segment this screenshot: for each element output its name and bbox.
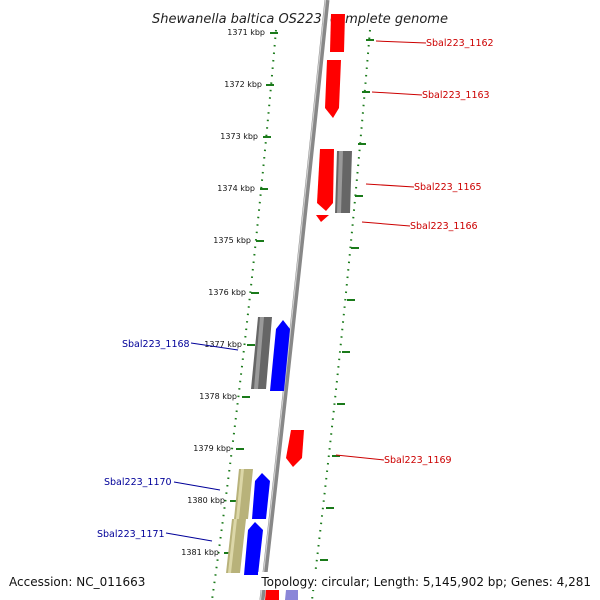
gene-arrow-sbal223-1166[interactable] <box>316 215 329 222</box>
topology-text: Topology: circular; Length: 5,145,902 bp… <box>260 575 591 589</box>
kbp-label-1371: 1371 kbp <box>227 28 265 37</box>
kbp-label-1377: 1377 kbp <box>204 340 242 349</box>
outer-ruler-track <box>311 29 371 600</box>
genome-backbone <box>259 0 330 600</box>
kbp-label-1373: 1373 kbp <box>220 132 258 141</box>
kbp-label-1374: 1374 kbp <box>217 184 255 193</box>
gene-label-sbal223-1166[interactable]: Sbal223_1166 <box>410 221 478 232</box>
label-leader-lines <box>165 40 427 542</box>
genome-title: Shewanella baltica OS223, complete genom… <box>152 12 448 27</box>
inner-ruler-track <box>211 29 277 600</box>
kbp-label-1380: 1380 kbp <box>187 496 225 505</box>
gene-label-sbal223-1169[interactable]: Sbal223_1169 <box>384 455 452 466</box>
gene-arrow-sbal223-1163[interactable] <box>325 60 341 118</box>
feature-tan-highlight <box>236 469 244 519</box>
gene-arrow-sbal223-1170[interactable] <box>252 473 270 519</box>
kbp-label-1381: 1381 kbp <box>181 548 219 557</box>
other-features <box>251 151 352 389</box>
rna-features <box>226 469 253 573</box>
kbp-label-1372: 1372 kbp <box>224 80 262 89</box>
gene-label-sbal223-1170[interactable]: Sbal223_1170 <box>104 477 172 488</box>
forward-strand-features <box>265 14 345 600</box>
gene-arrow-sbal223-1171[interactable] <box>244 522 263 575</box>
feature-grey-highlight-2 <box>254 317 264 389</box>
gene-label-sbal223-1168[interactable]: Sbal223_1168 <box>122 339 190 350</box>
kbp-labels: 1371 kbp 1372 kbp 1373 kbp 1374 kbp 1375… <box>181 28 265 557</box>
gene-arrow-sbal223-1165[interactable] <box>317 149 334 211</box>
kbp-label-1375: 1375 kbp <box>213 236 251 245</box>
reverse-strand-features <box>244 320 290 575</box>
kbp-label-1379: 1379 kbp <box>193 444 231 453</box>
gene-arrow-partial-bottom-lavender[interactable] <box>285 590 298 600</box>
gene-arrow-sbal223-1162[interactable] <box>330 14 345 52</box>
topology-backing <box>258 572 596 590</box>
kbp-label-1376: 1376 kbp <box>208 288 246 297</box>
feature-tan-highlight-2 <box>228 519 237 573</box>
gene-label-sbal223-1171[interactable]: Sbal223_1171 <box>97 529 165 540</box>
accession-text: Accession: NC_011663 <box>9 575 145 589</box>
gene-labels: Sbal223_1162 Sbal223_1163 Sbal223_1165 S… <box>97 38 494 540</box>
gene-arrow-sbal223-1169[interactable] <box>286 430 304 467</box>
feature-grey-highlight <box>337 151 343 213</box>
accession-backing <box>4 572 154 590</box>
gene-label-sbal223-1162[interactable]: Sbal223_1162 <box>426 38 494 49</box>
gene-arrow-sbal223-1168[interactable] <box>270 320 290 391</box>
outer-ruler-ticks <box>320 39 374 561</box>
gene-label-sbal223-1165[interactable]: Sbal223_1165 <box>414 182 482 193</box>
genome-backbone-highlight <box>259 0 327 600</box>
kbp-label-1378: 1378 kbp <box>199 392 237 401</box>
gene-arrow-partial-bottom-red[interactable] <box>265 590 279 600</box>
gene-label-sbal223-1163[interactable]: Sbal223_1163 <box>422 90 490 101</box>
